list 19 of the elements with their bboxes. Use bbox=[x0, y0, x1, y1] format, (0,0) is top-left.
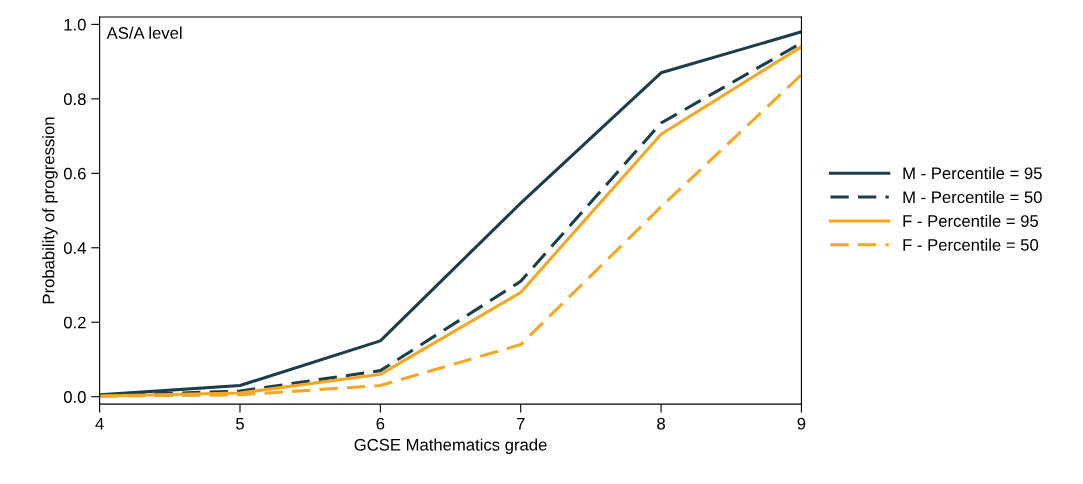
legend-label: M - Percentile = 50 bbox=[903, 190, 1042, 204]
y-tick-label: 0.4 bbox=[63, 242, 86, 254]
y-tick-label: 0.2 bbox=[63, 316, 86, 329]
y-tick-label: 0.0 bbox=[63, 391, 86, 403]
y-tick-label: 1.0 bbox=[64, 18, 86, 31]
x-tick-label: 7 bbox=[516, 417, 525, 430]
legend-label: F - Percentile = 50 bbox=[903, 238, 1039, 251]
x-tick-label: 6 bbox=[376, 417, 385, 430]
annotation: AS/A level bbox=[106, 26, 182, 39]
legend-label: F - Percentile = 95 bbox=[903, 214, 1039, 227]
y-tick-label: 0.6 bbox=[63, 167, 86, 180]
legend-label: M - Percentile = 95 bbox=[903, 166, 1042, 180]
x-axis-title: GCSE Mathematics grade bbox=[354, 438, 547, 454]
y-tick-label: 0.8 bbox=[63, 93, 86, 106]
x-tick-label: 8 bbox=[657, 417, 665, 430]
x-tick-label: 5 bbox=[236, 417, 244, 430]
y-axis-title: Probability of progression bbox=[42, 117, 58, 304]
x-tick-label: 9 bbox=[797, 417, 806, 430]
x-tick-label: 4 bbox=[95, 417, 104, 430]
